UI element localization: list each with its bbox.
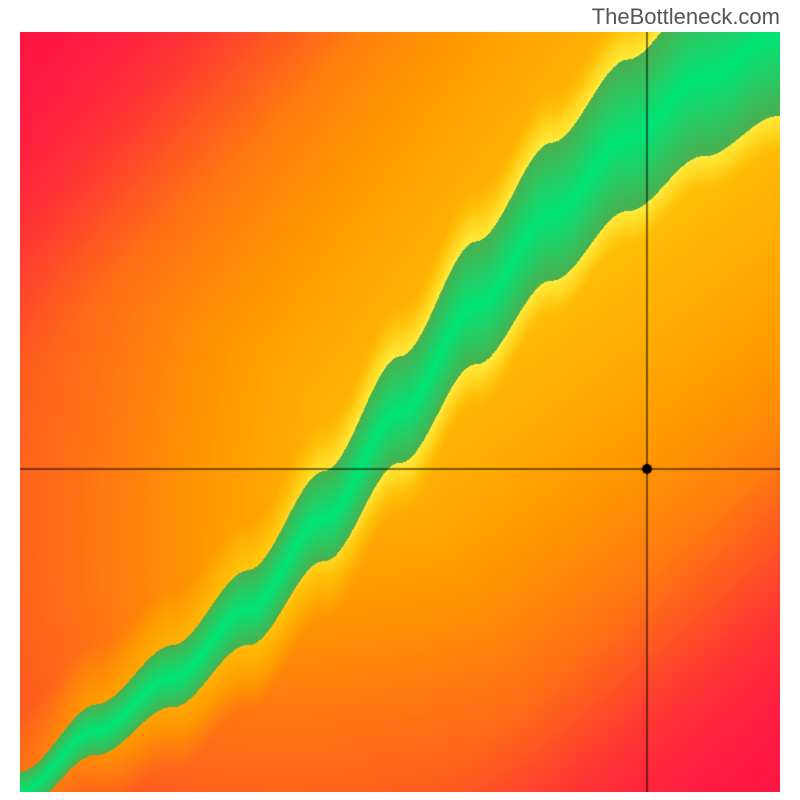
heatmap-plot: [20, 32, 780, 792]
heatmap-canvas: [20, 32, 780, 792]
watermark-text: TheBottleneck.com: [592, 4, 780, 30]
